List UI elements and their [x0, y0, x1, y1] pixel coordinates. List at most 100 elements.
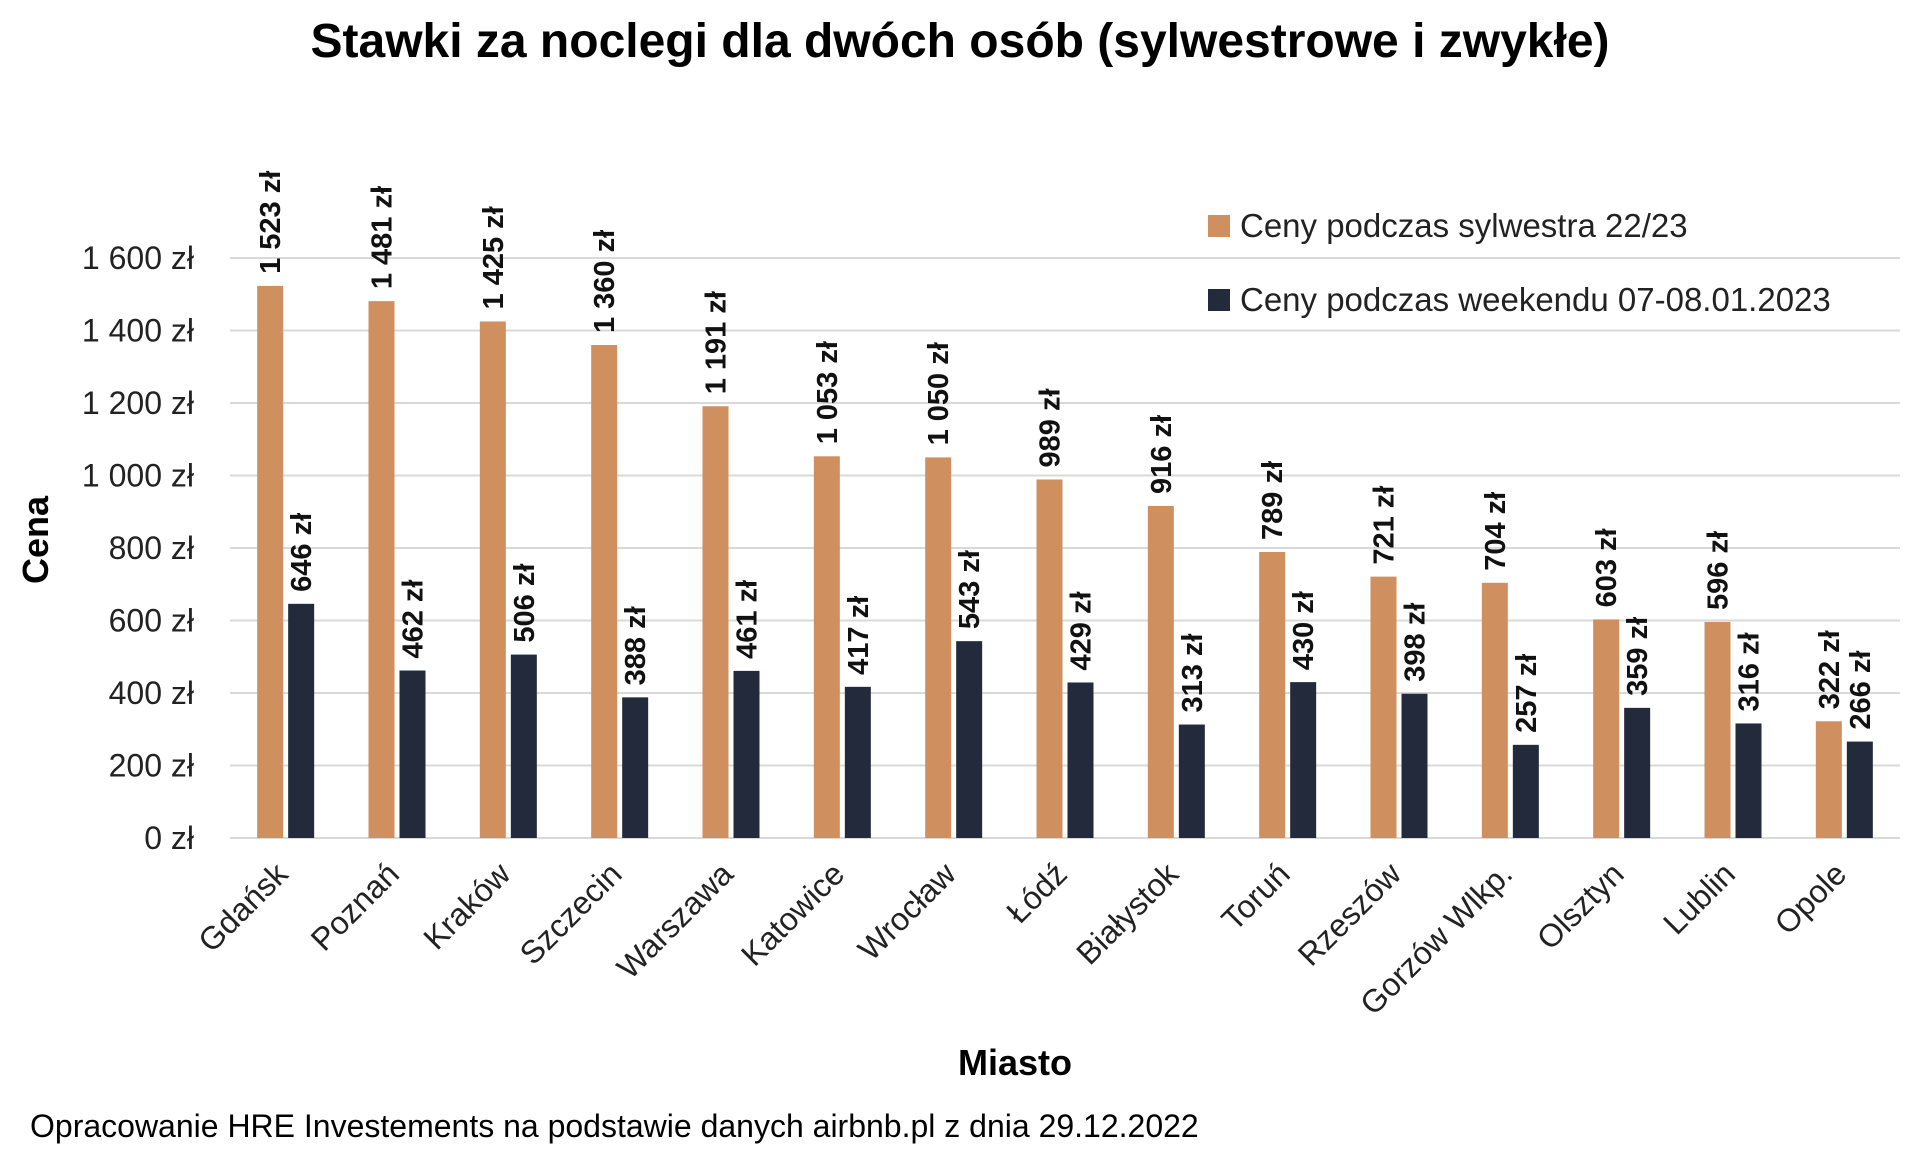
bar-weekend	[1846, 741, 1873, 838]
data-label: 603 zł	[1591, 528, 1623, 607]
bar-weekend	[1624, 707, 1651, 838]
x-tick-label: Katowice	[734, 855, 851, 972]
x-axis-ticks: Gdańsk Poznań KrakówSzczecinWarszawaKatowi…	[191, 855, 1853, 1022]
data-label: 316 zł	[1734, 632, 1766, 711]
legend-item-new-year: Ceny podczas sylwestra 22/23	[1208, 200, 1831, 252]
bar-weekend	[844, 686, 871, 838]
bar-new-year	[925, 457, 952, 838]
y-tick-label: 400 zł	[109, 675, 194, 711]
data-label: 388 zł	[620, 606, 652, 685]
bar-new-year	[1370, 576, 1397, 838]
data-labels: 1 523 zł 646 zł 1 481 zł 462 zł 1 425 zł 506 …	[255, 171, 1877, 733]
bar-weekend	[956, 641, 983, 838]
y-tick-label: 200 zł	[109, 748, 194, 784]
gridlines	[230, 257, 1900, 839]
bar-new-year	[813, 456, 840, 838]
data-label: 989 zł	[1035, 388, 1067, 467]
bar-new-year	[591, 345, 618, 838]
data-label: 322 zł	[1814, 630, 1846, 709]
bars	[257, 285, 1873, 839]
data-label: 1 053 zł	[812, 341, 844, 444]
bar-new-year	[702, 406, 729, 838]
data-label: 313 zł	[1177, 634, 1209, 713]
bar-weekend	[1735, 723, 1762, 838]
bar-weekend	[288, 603, 315, 838]
legend-label-new-year: Ceny podczas sylwestra 22/23	[1240, 207, 1688, 244]
bar-weekend	[399, 670, 426, 838]
legend-item-weekend: Ceny podczas weekendu 07-08.01.2023	[1208, 274, 1831, 326]
data-label: 266 zł	[1845, 651, 1877, 730]
legend-swatch-new-year	[1208, 215, 1230, 237]
bar-weekend	[1401, 693, 1428, 838]
x-tick-label: Łódź	[999, 855, 1074, 930]
y-tick-label: 600 zł	[109, 603, 194, 639]
data-label: 1 050 zł	[923, 342, 955, 445]
x-tick-label: Rzeszów	[1291, 855, 1409, 973]
data-label: 1 191 zł	[701, 291, 733, 394]
bar-weekend	[1067, 682, 1094, 838]
x-tick-label: Lublin	[1656, 855, 1742, 941]
bar-new-year	[257, 285, 284, 839]
bar-weekend	[1290, 682, 1317, 838]
data-label: 462 zł	[398, 580, 430, 659]
data-label: 359 zł	[1622, 617, 1654, 696]
data-label: 398 zł	[1400, 603, 1432, 682]
bar-new-year	[1259, 551, 1286, 838]
x-tick-label: Białystok	[1069, 855, 1186, 972]
bar-new-year	[1593, 619, 1620, 838]
data-label: 1 523 zł	[255, 171, 287, 274]
legend-swatch-weekend	[1208, 289, 1230, 311]
bar-weekend	[622, 697, 649, 838]
bar-new-year	[368, 301, 395, 838]
bar-weekend	[733, 670, 760, 838]
data-label: 543 zł	[954, 550, 986, 629]
data-label: 1 425 zł	[478, 206, 510, 309]
legend-label-weekend: Ceny podczas weekendu 07-08.01.2023	[1240, 281, 1831, 318]
x-tick-label: Warszawa	[610, 855, 740, 985]
data-label: 596 zł	[1703, 531, 1735, 610]
x-tick-label: Wrocław	[851, 855, 963, 967]
data-label: 789 zł	[1257, 461, 1289, 540]
bar-new-year	[1036, 479, 1063, 838]
bar-new-year	[1815, 721, 1842, 838]
data-label: 1 481 zł	[367, 186, 399, 289]
bar-new-year	[1704, 621, 1731, 838]
y-tick-label: 1 400 zł	[82, 313, 194, 349]
x-tick-label: Szczecin	[513, 855, 629, 971]
data-label: 721 zł	[1369, 486, 1401, 565]
bar-new-year	[1481, 582, 1508, 838]
y-axis-title: Cena	[15, 495, 56, 585]
y-tick-label: 0 zł	[144, 820, 194, 856]
y-axis-ticks: 0 zł 200 zł 400 zł 600 zł 800 zł 1 000 zł 1 20…	[82, 240, 194, 856]
bar-new-year	[479, 321, 506, 838]
data-label: 646 zł	[286, 513, 318, 592]
x-tick-label: Olsztyn	[1530, 855, 1631, 956]
chart-title: Stawki za noclegi dla dwóch osób (sylwes…	[310, 15, 1610, 68]
data-label: 1 360 zł	[589, 230, 621, 333]
data-label: 506 zł	[509, 564, 541, 643]
x-axis-title: Miasto	[957, 1042, 1072, 1083]
data-label: 429 zł	[1066, 591, 1098, 670]
x-tick-label: Opole	[1767, 855, 1853, 941]
data-label: 704 zł	[1480, 492, 1512, 571]
data-label: 916 zł	[1146, 415, 1178, 494]
x-tick-label: Gdańsk	[191, 855, 295, 959]
y-tick-label: 1 000 zł	[82, 458, 194, 494]
bar-weekend	[510, 654, 537, 838]
legend: Ceny podczas sylwestra 22/23 Ceny podcza…	[1208, 200, 1831, 348]
data-label: 257 zł	[1511, 654, 1543, 733]
x-tick-label: Toruń	[1215, 855, 1297, 937]
y-tick-label: 800 zł	[109, 530, 194, 566]
data-label: 417 zł	[843, 596, 875, 675]
bar-new-year	[1147, 505, 1174, 838]
y-tick-label: 1 200 zł	[82, 385, 194, 421]
x-tick-label: Kraków	[416, 855, 518, 957]
bar-weekend	[1512, 744, 1539, 838]
data-label: 461 zł	[732, 580, 764, 659]
y-tick-label: 1 600 zł	[82, 240, 194, 276]
x-tick-label: Poznań	[304, 855, 406, 957]
bar-weekend	[1178, 724, 1205, 838]
data-label: 430 zł	[1288, 591, 1320, 670]
source-footnote: Opracowanie HRE Investements na podstawi…	[30, 1108, 1199, 1144]
